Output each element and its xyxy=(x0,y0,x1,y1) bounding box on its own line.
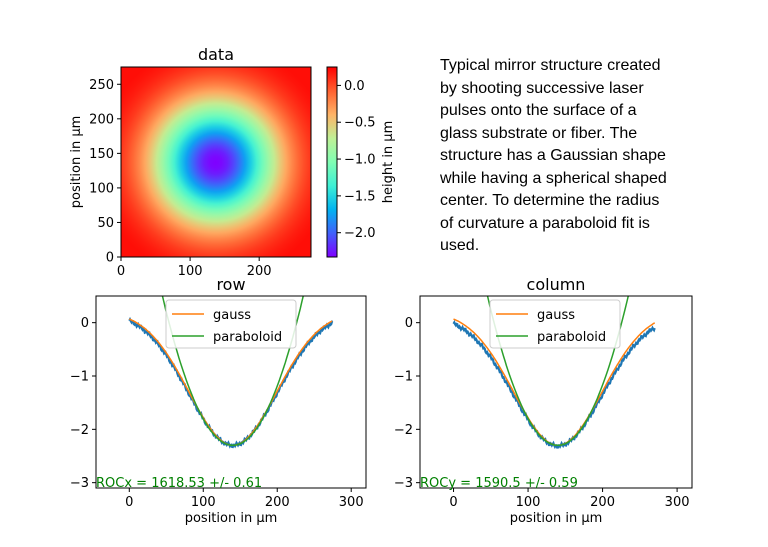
column-y-ticks: 0 −1 −2 −3 xyxy=(394,316,420,491)
colorbar-tick-label: 0.0 xyxy=(344,79,365,94)
column-title: column xyxy=(527,275,586,294)
row-series xyxy=(128,296,334,449)
colorbar: 0.0 −0.5 −1.0 −1.5 −2.0 height in μm xyxy=(326,66,396,258)
row-y-tick-label: 0 xyxy=(81,316,89,331)
colorbar-tick-label: −1.5 xyxy=(344,189,376,204)
heatmap-y-tick-label: 150 xyxy=(89,147,114,162)
column-y-tick-label: −2 xyxy=(394,423,413,438)
column-y-tick-label: −1 xyxy=(394,370,413,385)
colorbar-label: height in μm xyxy=(381,121,396,204)
description-line: pulses onto the surface of a xyxy=(440,102,637,119)
column-frame xyxy=(419,295,693,489)
row-paraboloid-line xyxy=(161,296,305,447)
heatmap-y-tick-label: 200 xyxy=(89,112,114,127)
column-y-tick-label: −3 xyxy=(394,476,413,491)
heatmap-x-ticks: 0 100 200 xyxy=(117,257,272,279)
column-x-tick-label: 300 xyxy=(665,495,690,510)
colorbar-tick-label: −1.0 xyxy=(344,153,376,168)
heatmap-x-tick-label: 100 xyxy=(178,264,203,279)
heatmap-y-tick-label: 50 xyxy=(97,216,114,231)
column-x-tick-label: 200 xyxy=(590,495,615,510)
column-roc-annotation: ROCy = 1590.5 +/- 0.59 xyxy=(420,476,578,491)
heatmap-frame xyxy=(120,66,312,258)
row-frame xyxy=(95,295,367,489)
heatmap-y-label: position in μm xyxy=(69,116,84,209)
column-legend: gauss paraboloid xyxy=(489,299,621,349)
column-x-tick-label: 0 xyxy=(449,495,457,510)
row-legend: gauss paraboloid xyxy=(165,299,297,349)
description-line: glass substrate or fiber. The xyxy=(440,124,638,142)
row-y-tick-label: −2 xyxy=(70,423,89,438)
heatmap-image xyxy=(121,67,311,257)
heatmap-title: data xyxy=(198,45,234,64)
colorbar-image xyxy=(327,67,337,257)
description-line: of curvature a paraboloid fit is xyxy=(440,214,650,232)
description-line: while having a spherical shaped xyxy=(440,169,667,187)
row-x-tick-label: 200 xyxy=(265,495,290,510)
description-line: used. xyxy=(440,237,480,254)
colorbar-ticks: 0.0 −0.5 −1.0 −1.5 −2.0 xyxy=(337,79,376,241)
colorbar-frame xyxy=(326,66,338,258)
row-y-tick-label: −1 xyxy=(70,370,89,385)
heatmap-x-tick-label: 200 xyxy=(247,264,272,279)
column-x-ticks: 0 100 200 300 xyxy=(449,488,690,510)
column-x-tick-label: 100 xyxy=(516,495,541,510)
row-x-label: position in μm xyxy=(185,511,278,526)
heatmap-x-tick-label: 0 xyxy=(117,264,125,279)
description-line: Typical mirror structure created xyxy=(440,57,661,74)
heatmap-y-tick-label: 100 xyxy=(89,181,114,196)
description-line: center. To determine the radius xyxy=(440,192,660,209)
row-title: row xyxy=(216,275,245,294)
column-y-tick-label: 0 xyxy=(405,316,413,331)
colorbar-tick-label: −2.0 xyxy=(344,226,376,241)
column-legend-gauss-label: gauss xyxy=(537,308,575,323)
row-legend-gauss-label: gauss xyxy=(213,308,251,323)
row-y-tick-label: −3 xyxy=(70,476,89,491)
heatmap-y-tick-label: 250 xyxy=(89,78,114,93)
row-x-ticks: 0 100 200 300 xyxy=(125,488,364,510)
column-legend-paraboloid-label: paraboloid xyxy=(537,330,606,345)
heatmap-y-ticks: 0 50 100 150 200 250 xyxy=(89,78,121,266)
column-x-label: position in μm xyxy=(510,511,603,526)
description-line: by shooting successive laser xyxy=(440,79,644,97)
row-x-tick-label: 100 xyxy=(191,495,216,510)
heatmap-panel: data 0 100 200 0 50 100 150 200 250 position in… xyxy=(69,45,312,279)
column-panel: column 0 100 200 300 0 −1 −2 −3 position in μm… xyxy=(394,275,693,526)
colorbar-tick-label: −0.5 xyxy=(344,116,376,131)
row-panel: row 0 100 200 300 0 −1 −2 −3 position in μm ga… xyxy=(70,275,367,526)
description-line: structure has a Gaussian shape xyxy=(440,147,666,164)
description-text: Typical mirror structure created by shoo… xyxy=(440,55,740,258)
row-legend-paraboloid-label: paraboloid xyxy=(213,330,282,345)
row-x-tick-label: 300 xyxy=(339,495,364,510)
column-series xyxy=(452,296,656,450)
heatmap-y-tick-label: 0 xyxy=(106,251,114,266)
row-x-tick-label: 0 xyxy=(125,495,133,510)
column-paraboloid-line xyxy=(486,296,630,447)
row-y-ticks: 0 −1 −2 −3 xyxy=(70,316,96,491)
row-roc-annotation: ROCx = 1618.53 +/- 0.61 xyxy=(96,476,262,491)
